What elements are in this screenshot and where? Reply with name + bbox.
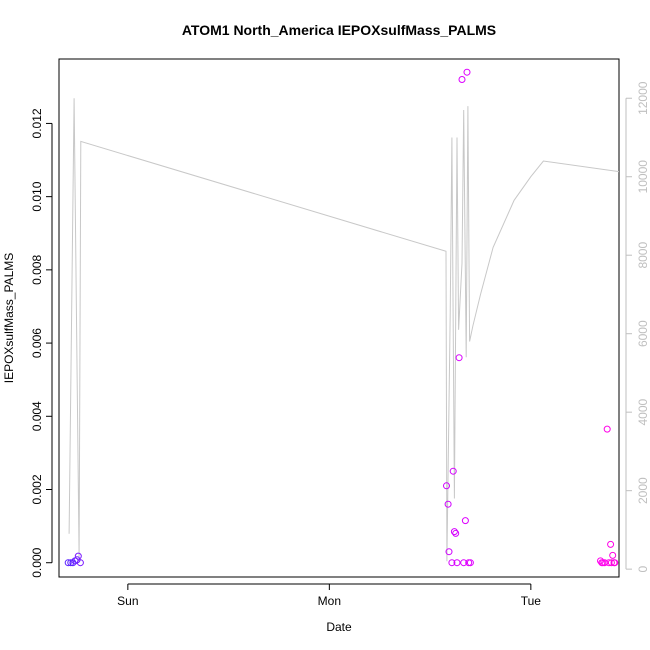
left-axis-tick-label: 0.010 (30, 181, 44, 211)
data-point (450, 528, 458, 536)
data-point (452, 529, 460, 537)
data-point (64, 559, 72, 567)
x-axis-tick-label: Sun (117, 594, 138, 608)
data-point (466, 559, 474, 567)
data-point (453, 559, 461, 567)
left-axis-tick-label: 0.012 (30, 108, 44, 138)
data-point (449, 467, 457, 475)
data-point (611, 559, 619, 567)
data-point (445, 548, 453, 556)
data-point (601, 559, 609, 567)
left-axis: 0.000 0.002 0.004 0.006 0.008 0.010 0.012 (30, 108, 53, 578)
right-axis-tick-label: 10000 (636, 160, 650, 194)
data-point (607, 559, 615, 567)
right-axis: 0 2000 4000 6000 8000 10000 12000 (625, 81, 650, 572)
left-axis-tick-label: 0.004 (30, 401, 44, 431)
plot-frame (58, 58, 620, 578)
data-point (458, 76, 466, 83)
data-point (603, 425, 611, 433)
y-axis-label: IEPOXsulfMass_PALMS (2, 253, 16, 384)
data-point (76, 559, 84, 567)
right-axis-tick-label: 6000 (636, 320, 650, 347)
right-axis-tick-label: 8000 (636, 242, 650, 269)
x-axis-tick-label: Mon (318, 594, 341, 608)
x-axis-label: Date (326, 620, 352, 634)
data-point (461, 517, 469, 525)
data-point (607, 540, 615, 548)
data-point (463, 68, 471, 76)
right-axis-tick-label: 0 (636, 565, 650, 572)
data-point (609, 551, 617, 559)
data-point (455, 354, 463, 362)
chart-title: ATOM1 North_America IEPOXsulfMass_PALMS (182, 22, 496, 38)
point-series (64, 68, 619, 567)
left-axis-tick-label: 0.008 (30, 255, 44, 285)
data-point (443, 482, 450, 490)
right-axis-tick-label: 4000 (636, 399, 650, 426)
data-point (448, 559, 456, 567)
line-series (68, 98, 619, 562)
right-axis-tick-label: 12000 (636, 81, 650, 115)
data-point (67, 559, 75, 567)
data-point (74, 552, 82, 560)
data-point (444, 500, 452, 508)
left-axis-tick-label: 0.000 (30, 547, 44, 577)
left-axis-tick-label: 0.006 (30, 328, 44, 358)
x-axis: Sun Mon Tue (117, 583, 542, 608)
data-point (460, 559, 468, 567)
x-axis-tick-label: Tue (521, 594, 542, 608)
right-axis-tick-label: 2000 (636, 477, 650, 504)
left-axis-tick-label: 0.002 (30, 474, 44, 504)
series-line (68, 98, 619, 562)
